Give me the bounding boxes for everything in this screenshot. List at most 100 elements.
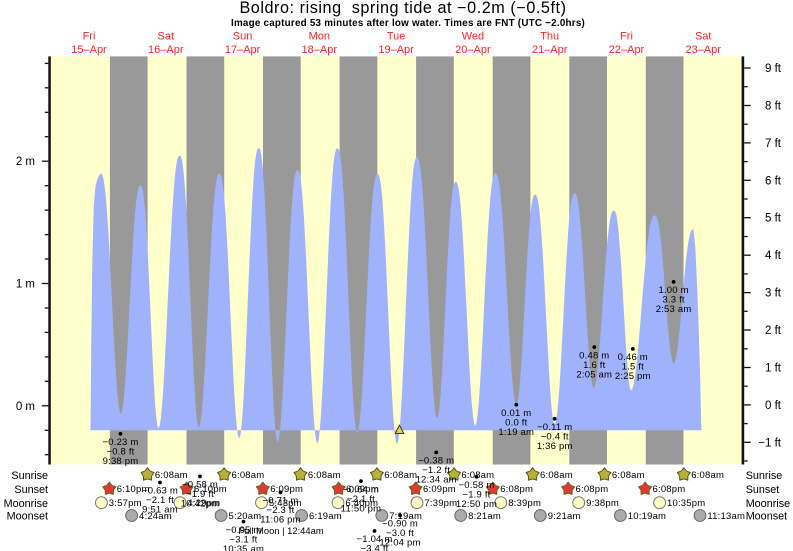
svg-text:−0.4 ft: −0.4 ft [541, 432, 569, 443]
svg-text:3.3 ft: 3.3 ft [662, 295, 684, 306]
svg-text:8:39pm: 8:39pm [508, 498, 541, 509]
svg-text:Moonrise: Moonrise [4, 498, 48, 510]
svg-text:2:53 am: 2:53 am [656, 304, 692, 315]
svg-text:4 ft: 4 ft [765, 250, 782, 262]
svg-text:6:08pm: 6:08pm [653, 484, 686, 495]
svg-text:18–Apr: 18–Apr [302, 44, 338, 56]
svg-text:9:21am: 9:21am [548, 511, 581, 522]
svg-text:15–Apr: 15–Apr [71, 44, 107, 56]
svg-text:0.01 m: 0.01 m [501, 408, 531, 419]
svg-text:2 m: 2 m [16, 156, 35, 168]
svg-text:−0.95 m: −0.95 m [226, 525, 262, 536]
svg-text:2 ft: 2 ft [765, 325, 782, 337]
svg-text:−2.3 ft: −2.3 ft [266, 505, 294, 516]
svg-text:7 ft: 7 ft [765, 138, 782, 150]
svg-text:2:25 pm: 2:25 pm [615, 371, 651, 382]
svg-text:6 ft: 6 ft [765, 175, 782, 187]
svg-text:−0.64 m: −0.64 m [343, 484, 379, 495]
svg-text:11:06 pm: 11:06 pm [260, 515, 301, 526]
svg-text:1.5 ft: 1.5 ft [622, 362, 644, 373]
svg-text:Mon: Mon [309, 31, 330, 43]
svg-text:−0.11 m: −0.11 m [537, 422, 572, 433]
svg-text:Fri: Fri [620, 31, 633, 43]
svg-text:Full Moon | 12:44am: Full Moon | 12:44am [238, 525, 323, 536]
svg-text:1 ft: 1 ft [765, 363, 782, 375]
svg-text:8:21am: 8:21am [468, 511, 501, 522]
svg-text:12:50 pm: 12:50 pm [456, 499, 497, 510]
svg-text:5:20am: 5:20am [229, 511, 262, 522]
svg-text:−0.63 m: −0.63 m [142, 486, 178, 497]
svg-text:12:34 am: 12:34 am [416, 475, 457, 486]
svg-text:6:08am: 6:08am [540, 470, 573, 481]
svg-text:−3.0 ft: −3.0 ft [386, 528, 414, 539]
svg-text:17–Apr: 17–Apr [225, 44, 261, 56]
svg-text:−1.04 m: −1.04 m [357, 534, 393, 545]
svg-text:0 m: 0 m [16, 401, 35, 413]
svg-text:21–Apr: 21–Apr [532, 44, 568, 56]
svg-text:Wed: Wed [462, 31, 484, 43]
svg-text:−1.2 ft: −1.2 ft [422, 465, 450, 476]
svg-text:11:13am: 11:13am [707, 511, 745, 522]
svg-text:1:19 am: 1:19 am [498, 427, 534, 438]
svg-text:0 ft: 0 ft [765, 400, 782, 412]
svg-text:6:09pm: 6:09pm [423, 484, 456, 495]
svg-text:20–Apr: 20–Apr [455, 44, 491, 56]
svg-text:7:39pm: 7:39pm [424, 498, 457, 509]
svg-text:8 ft: 8 ft [765, 101, 782, 113]
svg-text:9:51 am: 9:51 am [142, 505, 178, 516]
svg-text:5:43pm: 5:43pm [269, 498, 302, 509]
svg-text:6:08am: 6:08am [155, 470, 188, 481]
svg-text:2:05 am: 2:05 am [576, 369, 612, 380]
svg-text:10:42pm: 10:42pm [181, 499, 219, 510]
svg-text:6:08am: 6:08am [612, 470, 645, 481]
svg-text:6:08am: 6:08am [232, 470, 265, 481]
svg-text:6:08am: 6:08am [384, 470, 417, 481]
svg-text:19–Apr: 19–Apr [378, 44, 414, 56]
svg-text:Sun: Sun [233, 31, 253, 43]
svg-text:Sat: Sat [158, 31, 175, 43]
svg-text:6:09pm: 6:09pm [346, 484, 379, 495]
svg-text:6:10pm: 6:10pm [194, 484, 227, 495]
svg-text:1.00 m: 1.00 m [658, 285, 688, 296]
svg-text:Sunrise: Sunrise [11, 470, 48, 482]
svg-text:6:40pm: 6:40pm [345, 498, 378, 509]
svg-text:Sunset: Sunset [746, 484, 780, 496]
svg-text:−1 ft: −1 ft [758, 437, 782, 449]
svg-text:−0.8 ft: −0.8 ft [106, 447, 134, 458]
svg-text:−1.9 ft: −1.9 ft [186, 489, 214, 500]
svg-text:Boldro: rising spring tide at: Boldro: rising spring tide at −0.2m (−0.… [239, 0, 566, 17]
svg-text:−1.9 ft: −1.9 ft [462, 490, 490, 501]
svg-text:−2.1 ft: −2.1 ft [347, 494, 375, 505]
svg-text:−0.71 m: −0.71 m [263, 496, 299, 507]
svg-text:6:10pm: 6:10pm [117, 484, 150, 495]
svg-text:Sunset: Sunset [14, 484, 48, 496]
svg-text:22–Apr: 22–Apr [609, 44, 645, 56]
svg-text:−0.23 m: −0.23 m [103, 437, 139, 448]
svg-text:6:08am: 6:08am [308, 470, 341, 481]
svg-text:Moonset: Moonset [746, 511, 787, 523]
svg-text:16–Apr: 16–Apr [148, 44, 184, 56]
svg-text:Moonset: Moonset [7, 511, 48, 523]
svg-text:10:19am: 10:19am [628, 511, 666, 522]
svg-text:Sunrise: Sunrise [746, 470, 783, 482]
svg-text:−3.1 ft: −3.1 ft [229, 534, 257, 545]
svg-text:3:57pm: 3:57pm [109, 498, 142, 509]
svg-text:−3.4 ft: −3.4 ft [360, 544, 388, 551]
svg-text:11:50 pm: 11:50 pm [341, 503, 382, 514]
svg-text:9 ft: 9 ft [765, 63, 782, 75]
svg-text:6:19am: 6:19am [309, 511, 342, 522]
svg-text:23–Apr: 23–Apr [685, 44, 721, 56]
svg-text:1 m: 1 m [16, 279, 35, 291]
svg-text:Sat: Sat [695, 31, 712, 43]
svg-text:5 ft: 5 ft [765, 213, 782, 225]
svg-text:Image captured 53 minutes afte: Image captured 53 minutes after low wate… [231, 18, 585, 29]
svg-text:−0.58 m: −0.58 m [182, 480, 218, 491]
svg-text:3 ft: 3 ft [765, 288, 782, 300]
svg-text:0.48 m: 0.48 m [579, 350, 609, 361]
svg-text:Tue: Tue [387, 31, 406, 43]
svg-text:10:35 am: 10:35 am [223, 544, 264, 551]
svg-text:4:29pm: 4:29pm [187, 498, 220, 509]
svg-text:6:08am: 6:08am [691, 470, 724, 481]
svg-text:12:04 pm: 12:04 pm [379, 538, 420, 549]
svg-text:1:36 pm: 1:36 pm [537, 441, 573, 452]
